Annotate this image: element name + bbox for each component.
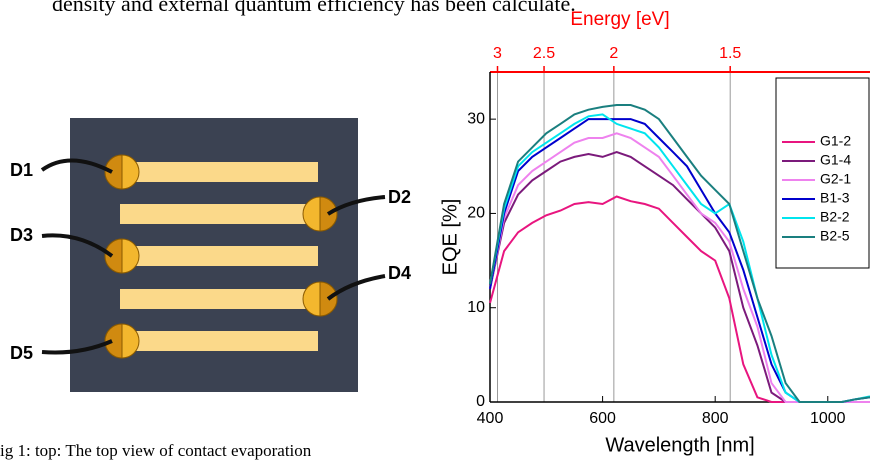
chart: 3 2.5 2 1.5 Energy [eV] 0 10 20 30 400 600 800 1000 W… xyxy=(439,9,870,456)
x-tick-label: 800 xyxy=(702,410,729,427)
intro-text: density and external quantum efficiency … xyxy=(52,0,576,16)
y-tick-label: 30 xyxy=(467,110,485,127)
x-tick-label: 1000 xyxy=(810,410,846,427)
contact-label: D5 xyxy=(10,343,33,363)
legend-label: G2-1 xyxy=(820,171,851,187)
x2-tick-label: 2 xyxy=(609,45,618,62)
caption: ig 1: top: The top view of contact evapo… xyxy=(0,441,312,460)
contact-label: D2 xyxy=(388,187,411,207)
data-line xyxy=(489,104,870,403)
stripe xyxy=(122,162,318,182)
y-axis-title: EQE [%] xyxy=(439,199,461,276)
legend-label: B2-2 xyxy=(820,209,850,225)
contacts xyxy=(104,154,338,359)
legend-label: B1-3 xyxy=(820,190,850,206)
x2-tick-label: 1.5 xyxy=(719,45,741,62)
wires xyxy=(40,158,386,355)
device-diagram: D1 D2 D3 D4 D5 xyxy=(10,118,411,392)
y-tick-label: 0 xyxy=(476,393,485,410)
legend-label: B2-5 xyxy=(820,228,850,244)
x-tick-label: 400 xyxy=(477,410,504,427)
x2-tick-label: 3 xyxy=(493,45,502,62)
contact-label: D3 xyxy=(10,225,33,245)
x-axis-title: Wavelength [nm] xyxy=(605,434,754,456)
y-tick-label: 10 xyxy=(467,299,485,316)
x2-tick-label: 2.5 xyxy=(533,45,555,62)
legend-label: G1-2 xyxy=(820,133,851,149)
legend-label: G1-4 xyxy=(820,152,851,168)
x-tick-label: 600 xyxy=(589,410,616,427)
stripe xyxy=(120,289,320,309)
stripe xyxy=(122,331,318,351)
stripe xyxy=(120,204,320,224)
x2-axis-title: Energy [eV] xyxy=(570,9,669,30)
contact-label: D4 xyxy=(388,263,411,283)
stripe xyxy=(122,246,318,266)
y-tick-label: 20 xyxy=(467,205,485,222)
contact-label: D1 xyxy=(10,160,33,180)
